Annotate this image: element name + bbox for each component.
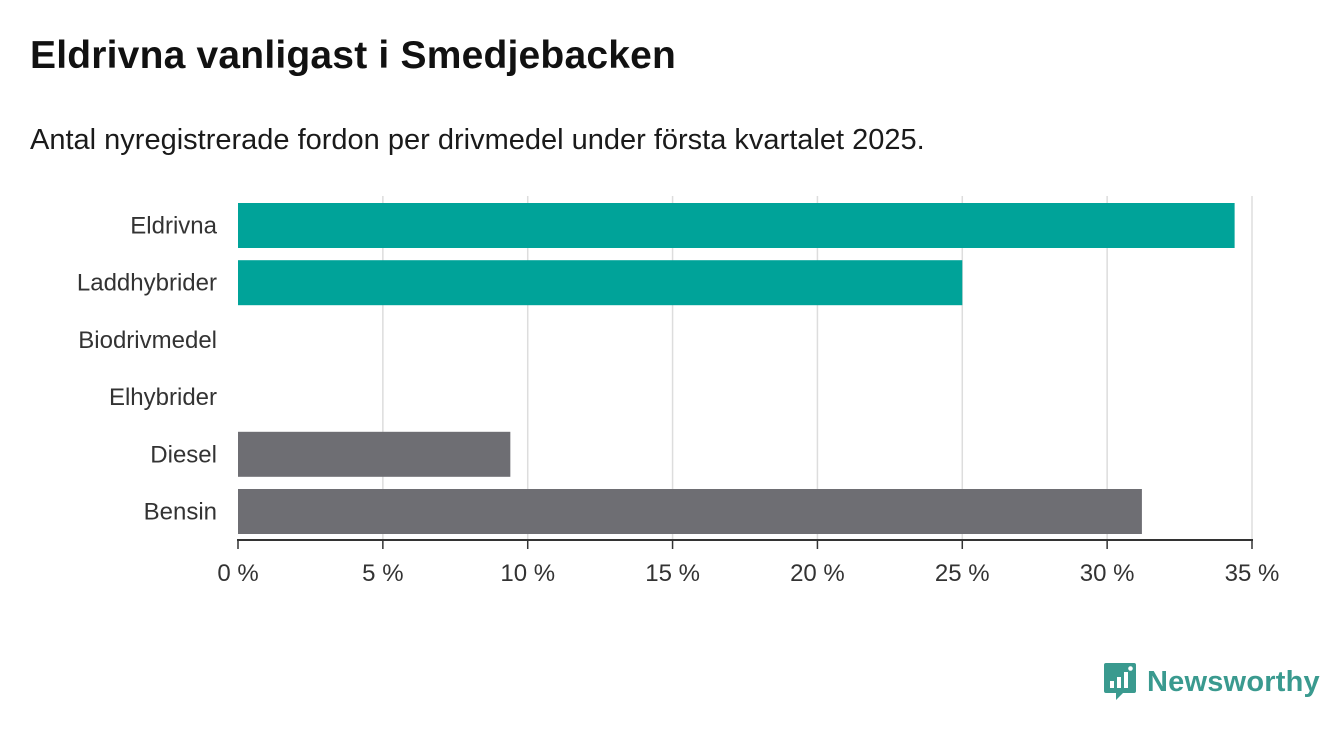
gridlines (382, 196, 1253, 540)
chart-title: Eldrivna vanligast i Smedjebacken (30, 34, 677, 77)
x-tick-label: 20 % (790, 560, 845, 587)
x-tick-label: 5 % (362, 560, 403, 587)
category-label: Diesel (150, 441, 217, 468)
chart-subtitle: Antal nyregistrerade fordon per drivmede… (30, 124, 925, 156)
bar-eldrivna (238, 203, 1235, 248)
bar-chart-speech-bubble-icon (1104, 663, 1136, 700)
x-tick-label: 10 % (500, 560, 555, 587)
category-label: Elhybrider (109, 384, 217, 411)
category-label: Biodrivmedel (78, 327, 217, 354)
bar-bensin (238, 489, 1142, 534)
bars (238, 203, 1235, 534)
brand-name: Newsworthy (1147, 665, 1320, 698)
category-label: Laddhybrider (77, 270, 217, 297)
category-labels: Eldrivna Laddhybrider Biodrivmedel Elhybrid… (77, 213, 218, 526)
bar-laddhybrider (238, 260, 963, 306)
x-tick-label: 15 % (645, 560, 700, 587)
x-axis: 0 % 5 % 10 % 15 % 20 % 25 % 30 % 35 % (217, 539, 1280, 587)
x-tick-label: 25 % (935, 560, 990, 587)
x-tick-label: 0 % (217, 560, 258, 587)
category-label: Eldrivna (130, 213, 217, 240)
x-tick-label: 35 % (1225, 560, 1280, 587)
newsworthy-logo: Newsworthy (1103, 662, 1320, 702)
bar-diesel (238, 431, 511, 477)
x-tick-label: 30 % (1080, 560, 1135, 587)
category-label: Bensin (144, 499, 217, 526)
